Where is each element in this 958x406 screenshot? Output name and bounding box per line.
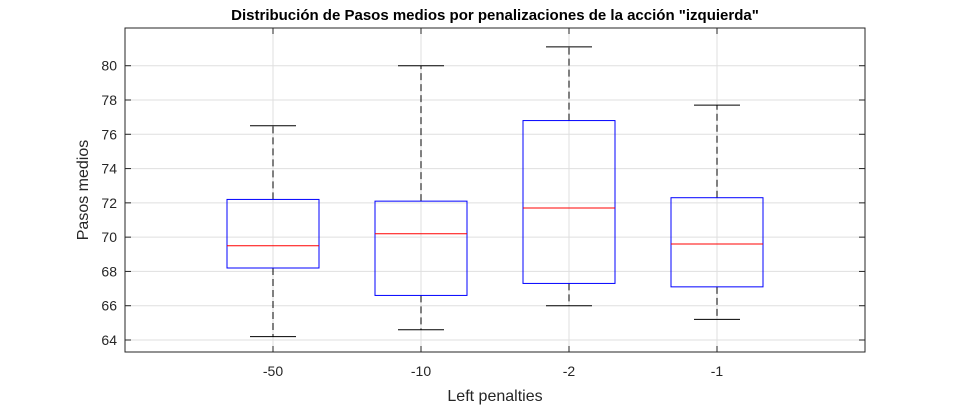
box-group bbox=[374, 65, 468, 331]
box-group bbox=[670, 104, 764, 320]
y-tick-label: 68 bbox=[101, 263, 117, 279]
y-axis-label: Pasos medios bbox=[75, 140, 92, 241]
x-tick-label: -1 bbox=[711, 363, 724, 379]
iqr-box bbox=[226, 198, 320, 269]
axis-ticks: 64 66 68 70 72 74 76 78 80 -50 -10 -2 -1 bbox=[101, 28, 865, 379]
grid-lines bbox=[125, 28, 865, 352]
y-tick-label: 80 bbox=[101, 58, 117, 74]
box-series bbox=[226, 46, 764, 338]
iqr-box bbox=[522, 120, 616, 284]
iqr-box bbox=[670, 197, 764, 288]
x-tick-label: -50 bbox=[263, 363, 283, 379]
y-tick-label: 72 bbox=[101, 195, 117, 211]
iqr-box bbox=[374, 200, 468, 296]
y-tick-label: 70 bbox=[101, 229, 117, 245]
y-tick-label: 64 bbox=[101, 332, 117, 348]
plot-area-frame bbox=[124, 27, 866, 353]
x-axis-label: Left penalties bbox=[447, 388, 542, 405]
x-tick-label: -2 bbox=[563, 363, 576, 379]
box-group bbox=[226, 125, 320, 338]
y-tick-label: 76 bbox=[101, 126, 117, 142]
y-tick-label: 78 bbox=[101, 92, 117, 108]
chart-title: Distribución de Pasos medios por penaliz… bbox=[231, 7, 759, 24]
y-tick-label: 74 bbox=[101, 161, 117, 177]
y-tick-label: 66 bbox=[101, 298, 117, 314]
x-tick-label: -10 bbox=[411, 363, 431, 379]
box-group bbox=[522, 46, 616, 307]
